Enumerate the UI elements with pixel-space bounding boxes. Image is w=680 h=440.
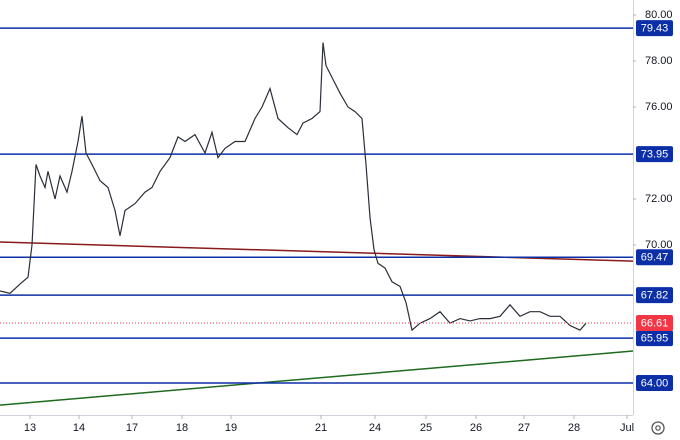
y-tick-label: 78.00 (645, 55, 673, 67)
level-label-box (636, 249, 673, 266)
x-tick-label: 19 (225, 422, 237, 434)
y-tick-label: 76.00 (645, 101, 673, 113)
level-label: 67.82 (641, 290, 669, 302)
level-label-box (636, 287, 673, 304)
y-tick-label: 72.00 (645, 193, 673, 205)
x-tick-label: 13 (24, 422, 36, 434)
x-tick-label: 21 (315, 422, 327, 434)
x-tick-label: 17 (126, 422, 138, 434)
y-tick-label: 80.00 (645, 9, 673, 21)
x-tick-label: 28 (568, 422, 580, 434)
y-tick-label: 70.00 (645, 239, 673, 251)
price-line (0, 42, 587, 332)
level-label-box (636, 146, 673, 163)
level-label: 73.95 (641, 149, 669, 161)
x-tick-label: 25 (420, 422, 432, 434)
trendline (0, 241, 634, 262)
settings-icon[interactable] (651, 421, 665, 435)
level-label-box (636, 20, 673, 37)
x-tick-label: 24 (369, 422, 381, 434)
x-tick-label: 27 (518, 422, 530, 434)
x-tick-label: 18 (176, 422, 188, 434)
level-label-box (636, 375, 673, 391)
level-label: 69.47 (641, 252, 669, 264)
last-price-box (636, 314, 673, 331)
level-label: 65.95 (641, 333, 669, 345)
last-price-label: 66.61 (641, 317, 669, 329)
level-label-box (636, 330, 673, 347)
x-tick-label: 26 (470, 422, 482, 434)
level-label: 64.00 (641, 377, 669, 389)
level-label: 79.43 (641, 23, 669, 35)
x-tick-label: 14 (73, 422, 85, 434)
x-tick-label: Jul (620, 422, 634, 434)
trendline (0, 350, 634, 406)
